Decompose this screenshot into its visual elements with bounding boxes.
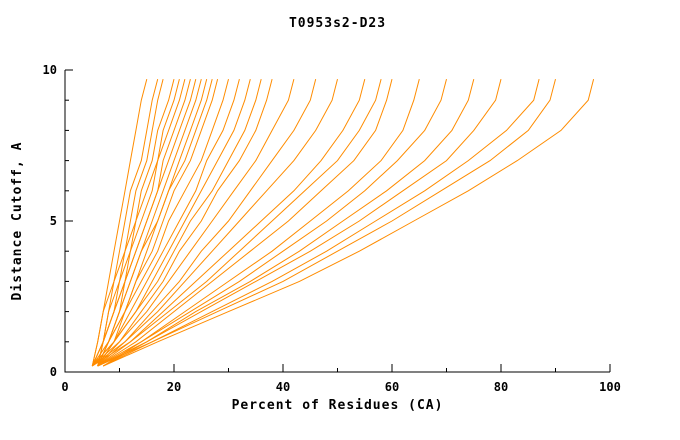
curve xyxy=(97,78,164,367)
curve xyxy=(92,78,382,367)
curve xyxy=(97,78,502,367)
curve xyxy=(97,78,317,367)
curve xyxy=(97,78,366,367)
model-curves xyxy=(91,78,595,367)
y-tick-label: 10 xyxy=(43,63,57,77)
x-tick-label: 40 xyxy=(276,380,290,394)
curve xyxy=(97,78,273,367)
x-tick-label: 80 xyxy=(494,380,508,394)
curve xyxy=(91,78,159,367)
curve xyxy=(97,78,447,367)
curve xyxy=(102,78,540,367)
curve xyxy=(97,78,393,367)
curve xyxy=(91,78,197,367)
curve xyxy=(91,78,295,367)
curve xyxy=(102,78,595,367)
x-tick-label: 20 xyxy=(167,380,181,394)
curve xyxy=(97,78,229,367)
x-tick-label: 100 xyxy=(599,380,621,394)
curve xyxy=(91,78,148,367)
curve xyxy=(91,78,240,367)
curve xyxy=(102,78,475,367)
x-axis-label: Percent of Residues (CA) xyxy=(231,398,444,413)
curve xyxy=(102,78,420,367)
curve xyxy=(91,78,262,367)
chart-title: T0953s2-D23 xyxy=(288,16,387,31)
y-tick-label: 0 xyxy=(50,365,57,379)
x-tick-label: 60 xyxy=(385,380,399,394)
curve xyxy=(92,78,338,367)
curve xyxy=(97,78,202,367)
x-tick-label: 0 xyxy=(61,380,68,394)
curve xyxy=(97,78,556,367)
y-tick-label: 5 xyxy=(50,214,57,228)
curve xyxy=(91,78,219,367)
